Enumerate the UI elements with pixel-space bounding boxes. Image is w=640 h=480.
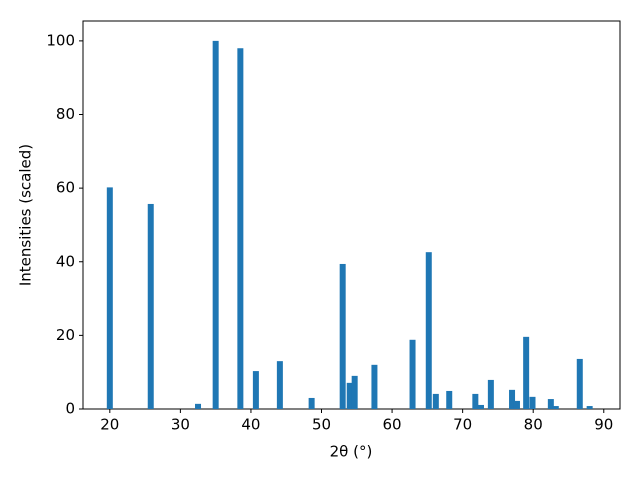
x-tick-label: 80 <box>524 416 543 434</box>
bar <box>346 382 353 409</box>
bar <box>351 375 358 409</box>
x-tick-label: 20 <box>100 416 119 434</box>
x-axis-label: 2θ (°) <box>330 443 373 461</box>
bar <box>586 406 593 409</box>
y-tick-label: 40 <box>56 252 75 270</box>
x-tick-label: 30 <box>171 416 190 434</box>
bar <box>547 399 554 409</box>
x-tick-label: 50 <box>312 416 331 434</box>
x-tick-label: 40 <box>241 416 260 434</box>
bar <box>147 203 154 409</box>
bar <box>487 379 494 409</box>
y-tick-label: 0 <box>65 400 75 418</box>
bar <box>552 406 559 409</box>
bar <box>212 40 219 409</box>
bar <box>446 390 453 409</box>
y-tick-label: 80 <box>56 105 75 123</box>
bar <box>513 400 520 409</box>
x-tick-label: 60 <box>383 416 402 434</box>
bar <box>529 396 536 409</box>
bar <box>339 263 346 409</box>
bar <box>523 336 530 409</box>
bar <box>308 397 315 409</box>
plot-frame <box>82 20 621 410</box>
bar <box>276 361 283 409</box>
y-tick-label: 60 <box>56 179 75 197</box>
y-tick-label: 100 <box>46 31 75 49</box>
bar <box>195 403 202 409</box>
y-tick-label: 20 <box>56 326 75 344</box>
y-axis-label: Intensities (scaled) <box>17 144 35 286</box>
bar <box>425 252 432 409</box>
bar <box>237 48 244 409</box>
x-tick-label: 70 <box>453 416 472 434</box>
bar <box>509 389 516 409</box>
bar <box>106 187 113 409</box>
bar <box>409 339 416 409</box>
bar <box>432 393 439 409</box>
x-tick-label: 90 <box>594 416 613 434</box>
bar <box>477 404 484 409</box>
bar <box>576 358 583 409</box>
bar <box>472 393 479 409</box>
bar <box>252 371 259 409</box>
bar <box>371 364 378 409</box>
